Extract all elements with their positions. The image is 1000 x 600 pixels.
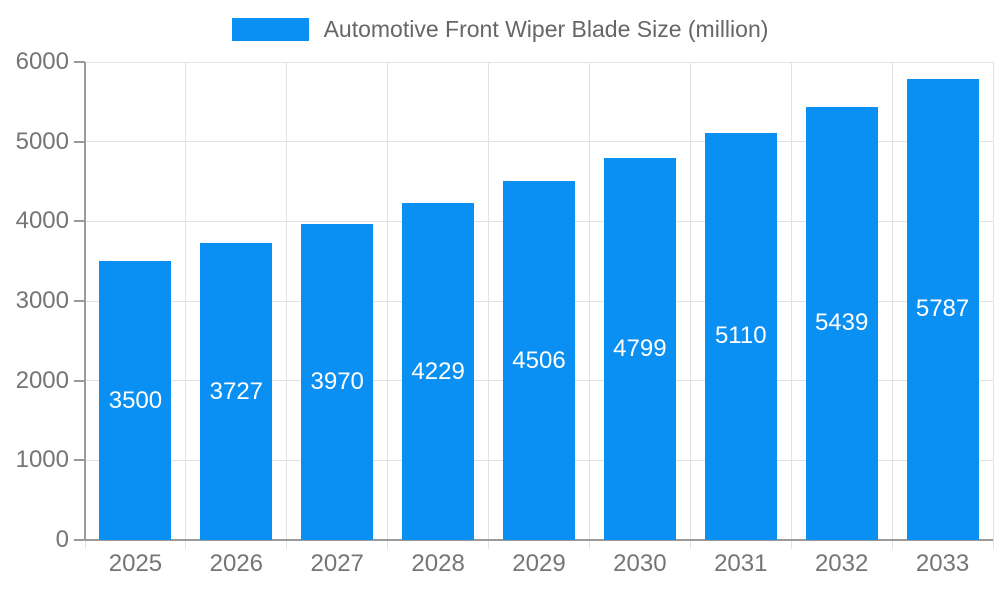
bar[interactable] bbox=[402, 203, 475, 540]
y-tick-label: 2000 bbox=[15, 366, 69, 394]
x-tick-label: 2026 bbox=[209, 550, 264, 577]
x-tick-label: 2027 bbox=[310, 550, 364, 577]
legend-label: Automotive Front Wiper Blade Size (milli… bbox=[323, 16, 769, 42]
gridline-vertical bbox=[891, 62, 893, 549]
bar[interactable] bbox=[805, 106, 878, 540]
x-tick-label: 2031 bbox=[714, 550, 768, 577]
bar[interactable] bbox=[503, 181, 575, 540]
y-tick-mark bbox=[74, 220, 85, 223]
y-tick-label: 0 bbox=[55, 526, 69, 553]
x-tick-label: 2032 bbox=[814, 550, 869, 577]
x-tick-label: 2033 bbox=[915, 550, 970, 577]
y-tick-label: 3000 bbox=[15, 287, 69, 314]
gridline-vertical bbox=[790, 62, 792, 549]
gridline-vertical bbox=[992, 62, 994, 549]
gridline-vertical bbox=[689, 62, 691, 549]
y-tick-mark bbox=[74, 300, 85, 302]
x-tick-label: 2029 bbox=[512, 550, 566, 577]
gridline-horizontal bbox=[85, 141, 993, 143]
y-tick-mark bbox=[74, 539, 85, 541]
y-tick-label: 6000 bbox=[15, 48, 69, 75]
bar-value-label: 4506 bbox=[512, 346, 566, 374]
bar[interactable] bbox=[99, 261, 172, 540]
x-axis-line bbox=[84, 539, 993, 541]
x-tick-label: 2028 bbox=[411, 550, 465, 577]
plot-area: 0 1000 2000 3000 4000 5000 6000 3500 2025 3727 202… bbox=[16, 50, 994, 576]
y-tick-mark bbox=[74, 61, 85, 63]
gridline-horizontal bbox=[85, 61, 993, 63]
y-tick-label: 4000 bbox=[15, 207, 69, 235]
bar-value-label: 5439 bbox=[814, 309, 869, 337]
bar[interactable] bbox=[301, 223, 374, 540]
bar-value-label: 4229 bbox=[411, 357, 465, 385]
bar-value-label: 5787 bbox=[915, 295, 970, 323]
bar[interactable] bbox=[200, 243, 273, 540]
y-tick-label: 5000 bbox=[15, 127, 69, 155]
y-axis-line bbox=[84, 62, 86, 540]
y-tick-mark bbox=[74, 379, 85, 382]
gridline-vertical bbox=[185, 62, 187, 549]
gridline-vertical bbox=[286, 62, 288, 549]
gridline-vertical bbox=[488, 62, 490, 549]
bar-value-label: 3500 bbox=[108, 386, 163, 414]
bar[interactable] bbox=[603, 157, 676, 540]
gridline-vertical bbox=[387, 62, 389, 549]
legend-swatch[interactable] bbox=[231, 18, 309, 41]
bar[interactable] bbox=[704, 132, 777, 540]
bar-value-label: 4799 bbox=[613, 334, 667, 362]
bar-value-label: 3970 bbox=[310, 367, 364, 395]
y-tick-mark bbox=[74, 459, 85, 462]
bar-value-label: 5110 bbox=[714, 322, 767, 350]
x-tick-label: 2030 bbox=[613, 550, 667, 577]
bar[interactable] bbox=[906, 78, 979, 540]
x-tick-label: 2025 bbox=[108, 550, 163, 577]
bar-value-label: 3727 bbox=[209, 377, 264, 405]
y-tick-mark bbox=[74, 140, 85, 143]
y-tick-label: 1000 bbox=[15, 446, 69, 474]
legend[interactable]: Automotive Front Wiper Blade Size (milli… bbox=[0, 16, 1000, 43]
gridline-vertical bbox=[588, 62, 590, 549]
